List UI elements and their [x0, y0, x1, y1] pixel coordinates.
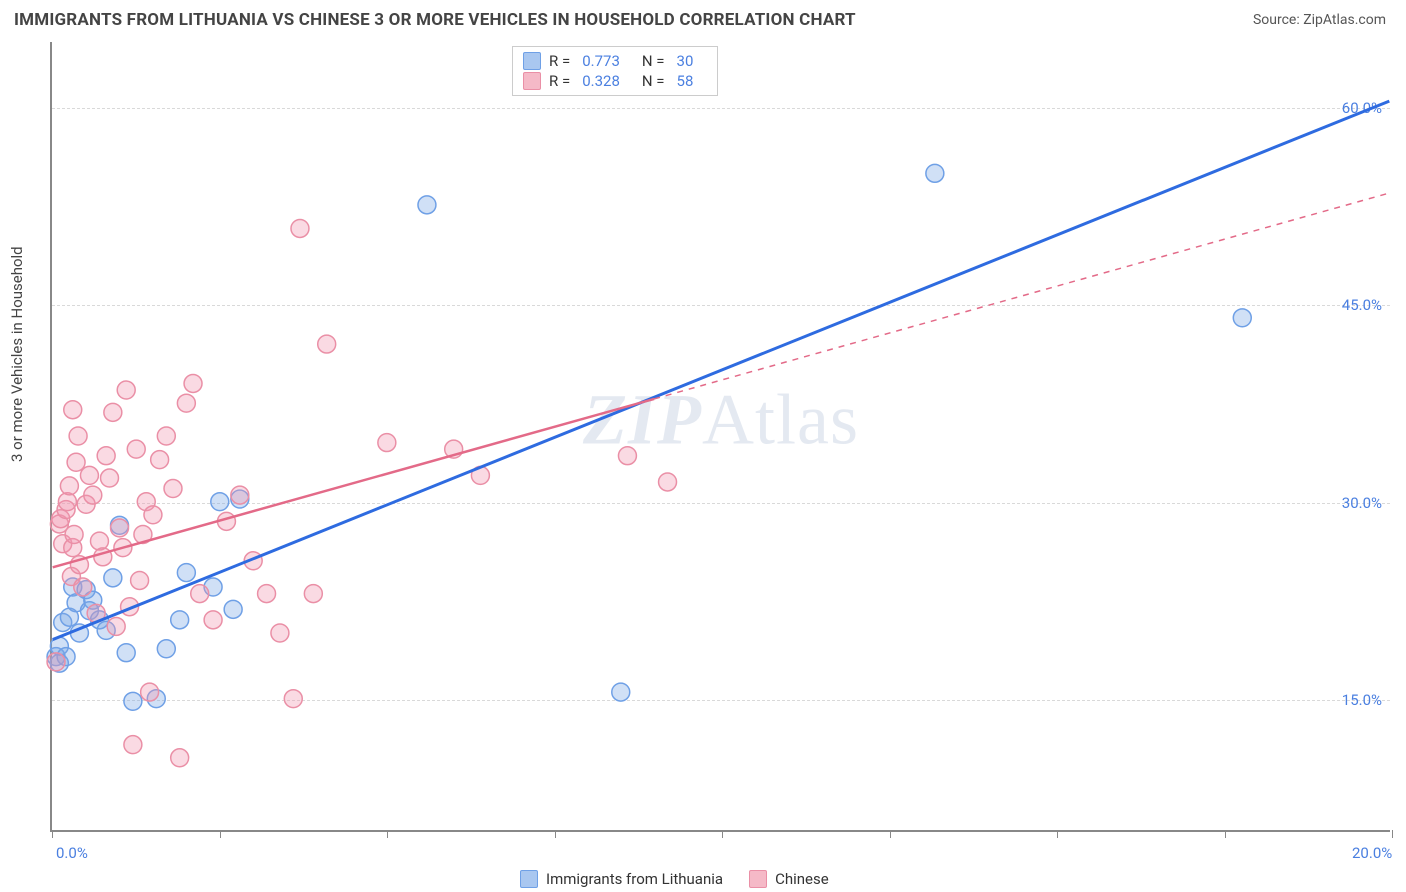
data-point	[67, 453, 85, 471]
data-point	[104, 403, 122, 421]
n-value: 58	[677, 72, 694, 90]
legend-series: Immigrants from Lithuania Chinese	[520, 870, 829, 888]
data-point	[117, 644, 135, 662]
data-point	[271, 624, 289, 642]
x-tick-label: 20.0%	[1352, 844, 1392, 862]
n-label: N =	[642, 72, 665, 90]
data-point	[151, 451, 169, 469]
data-point	[144, 506, 162, 524]
data-point	[104, 569, 122, 587]
n-value: 30	[677, 52, 694, 70]
data-point	[157, 427, 175, 445]
y-axis-label: 3 or more Vehicles in Household	[8, 246, 26, 462]
data-point	[171, 611, 189, 629]
data-point	[177, 564, 195, 582]
data-point	[101, 469, 119, 487]
legend-swatch-pink	[523, 72, 541, 90]
source-label: Source: ZipAtlas.com	[1253, 12, 1386, 28]
data-point	[69, 427, 87, 445]
legend-row: R = 0.773 N = 30	[523, 51, 707, 71]
legend-label: Immigrants from Lithuania	[546, 870, 723, 888]
trend-line	[53, 101, 1390, 639]
x-tick	[722, 830, 723, 838]
data-point	[157, 640, 175, 658]
data-point	[926, 164, 944, 182]
data-point	[97, 447, 115, 465]
data-point	[177, 394, 195, 412]
data-point	[204, 611, 222, 629]
data-point	[60, 477, 78, 495]
plot-svg	[52, 42, 1390, 830]
data-point	[74, 578, 92, 596]
x-tick	[1225, 830, 1226, 838]
chart-container: 3 or more Vehicles in Household ZIPAtlas…	[0, 42, 1406, 892]
data-point	[184, 374, 202, 392]
data-point	[1233, 309, 1251, 327]
legend-row: R = 0.328 N = 58	[523, 71, 707, 91]
legend-swatch-blue	[523, 52, 541, 70]
legend-item: Chinese	[749, 870, 829, 888]
legend-swatch-blue	[520, 870, 538, 888]
data-point	[80, 466, 98, 484]
legend-correlation: R = 0.773 N = 30 R = 0.328 N = 58	[512, 46, 718, 96]
r-label: R =	[549, 72, 570, 90]
trend-line-dashed	[654, 193, 1389, 399]
x-tick	[555, 830, 556, 838]
data-point	[91, 532, 109, 550]
data-point	[284, 690, 302, 708]
r-value: 0.328	[582, 72, 620, 90]
data-point	[127, 440, 145, 458]
data-point	[191, 585, 209, 603]
x-tick	[52, 830, 53, 838]
data-point	[258, 585, 276, 603]
x-tick-label: 0.0%	[56, 844, 88, 862]
r-value: 0.773	[582, 52, 620, 70]
legend-item: Immigrants from Lithuania	[520, 870, 723, 888]
data-point	[131, 571, 149, 589]
data-point	[304, 585, 322, 603]
data-point	[231, 486, 249, 504]
data-point	[141, 683, 159, 701]
data-point	[65, 526, 83, 544]
data-point	[111, 519, 129, 537]
x-tick	[387, 830, 388, 838]
data-point	[117, 381, 135, 399]
data-point	[659, 473, 677, 491]
x-tick	[1392, 830, 1393, 838]
legend-swatch-pink	[749, 870, 767, 888]
n-label: N =	[642, 52, 665, 70]
data-point	[291, 220, 309, 238]
data-point	[107, 617, 125, 635]
data-point	[318, 335, 336, 353]
trend-line	[53, 399, 654, 567]
data-point	[164, 480, 182, 498]
data-point	[124, 692, 142, 710]
r-label: R =	[549, 52, 570, 70]
x-tick	[890, 830, 891, 838]
plot-area: ZIPAtlas R = 0.773 N = 30 R = 0.328 N = …	[50, 42, 1390, 832]
data-point	[47, 653, 65, 671]
chart-title: IMMIGRANTS FROM LITHUANIA VS CHINESE 3 O…	[14, 10, 856, 30]
data-point	[124, 736, 142, 754]
x-tick	[1057, 830, 1058, 838]
data-point	[618, 447, 636, 465]
x-tick	[220, 830, 221, 838]
data-point	[64, 401, 82, 419]
data-point	[211, 493, 229, 511]
data-point	[224, 600, 242, 618]
data-point	[612, 683, 630, 701]
data-point	[418, 196, 436, 214]
data-point	[84, 486, 102, 504]
data-point	[378, 434, 396, 452]
data-point	[171, 749, 189, 767]
legend-label: Chinese	[775, 870, 829, 888]
